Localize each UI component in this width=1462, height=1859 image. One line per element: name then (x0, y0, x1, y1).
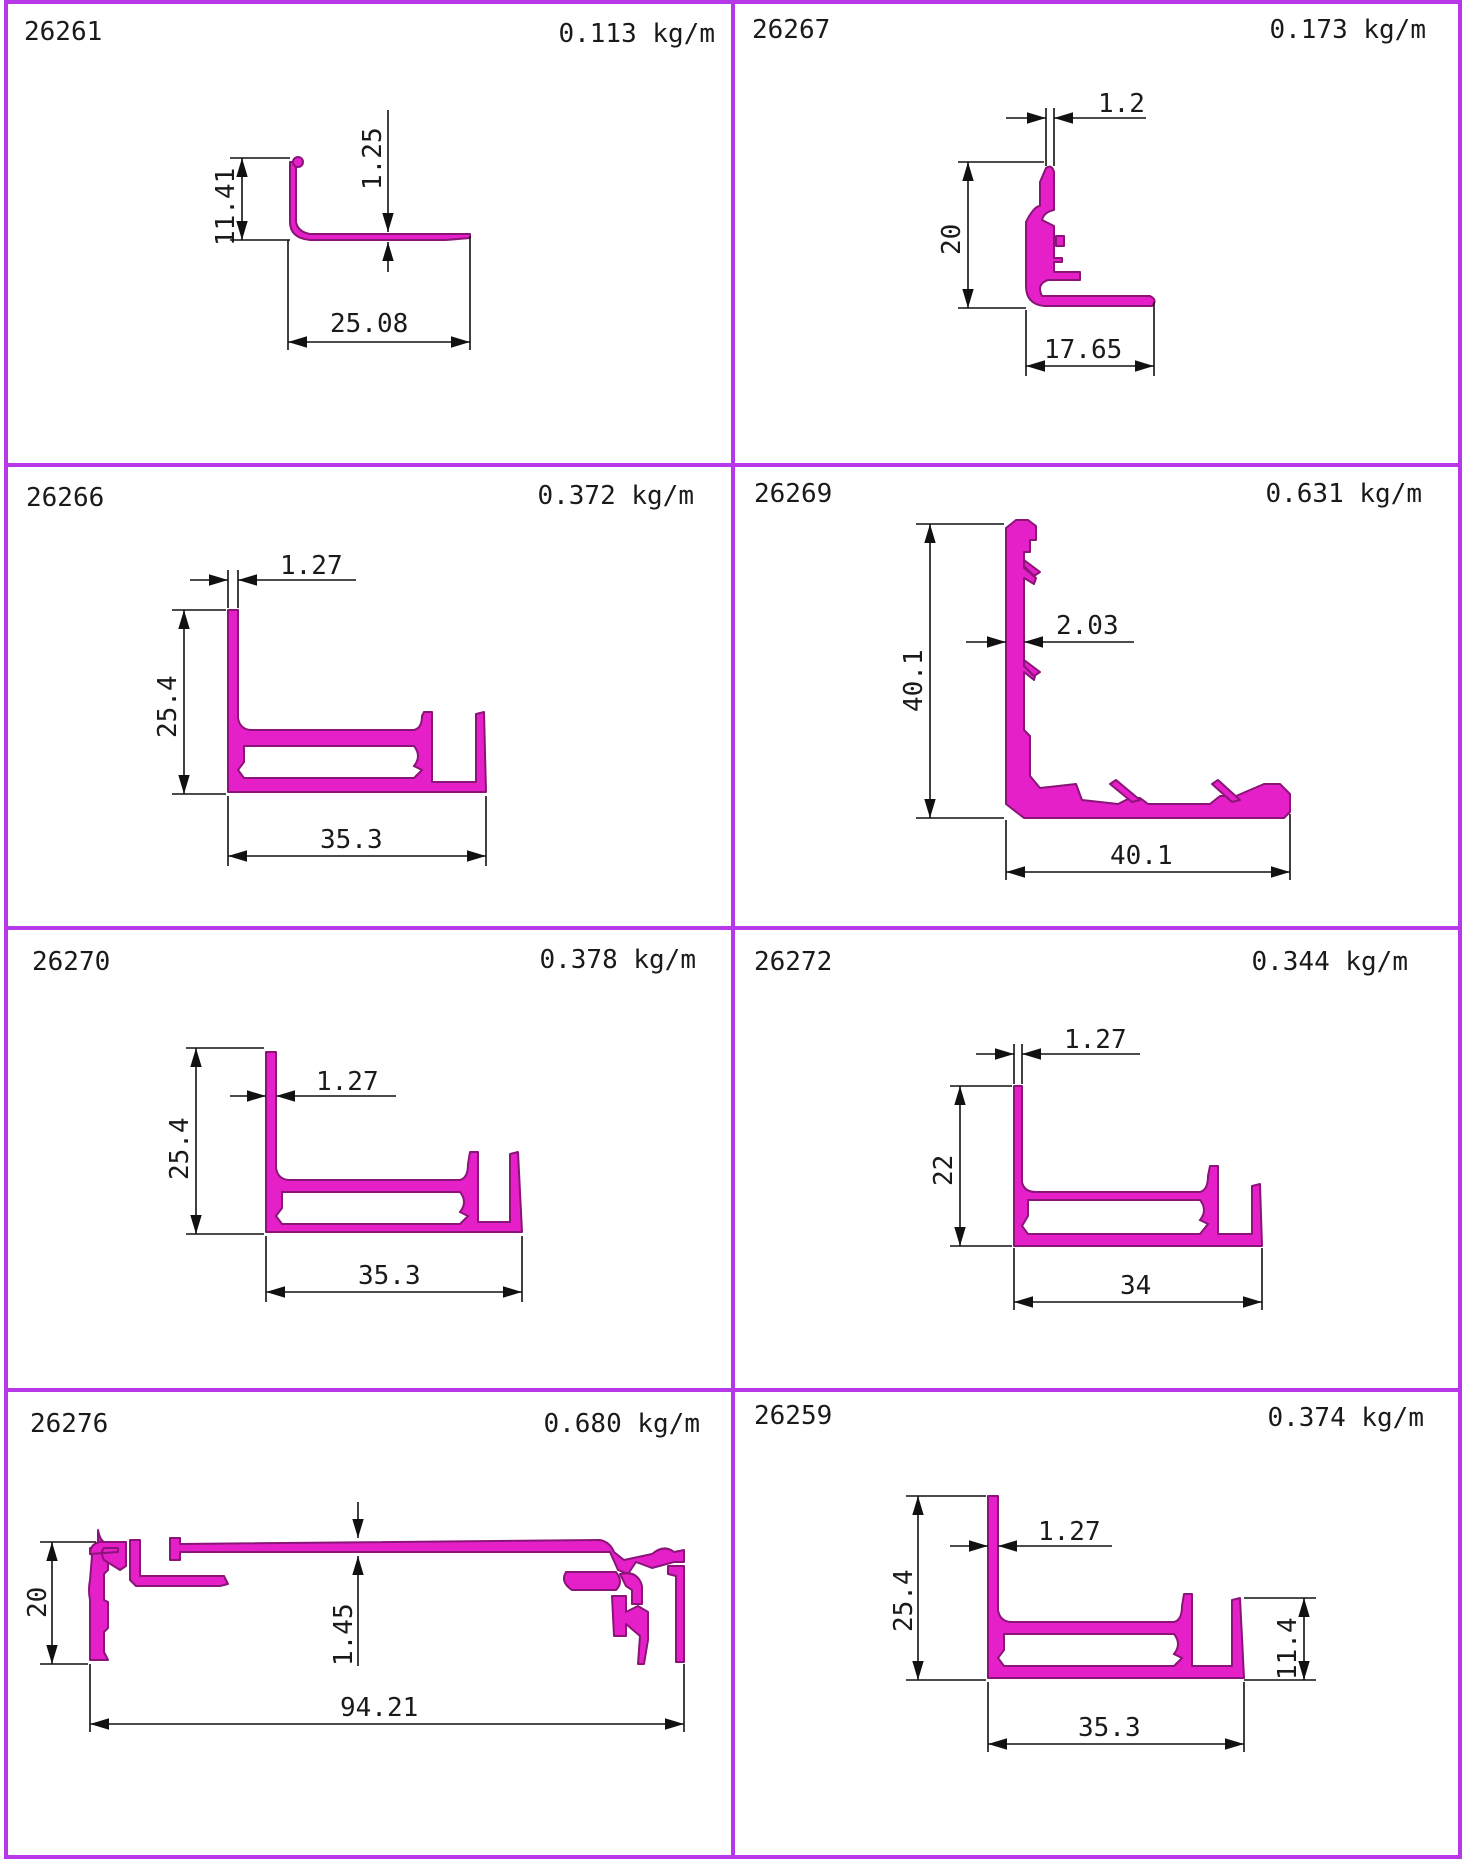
dimension-label: 35.3 (358, 1261, 421, 1291)
profile-weight: 0.631 kg/m (1265, 479, 1422, 509)
dimension-label: 25.4 (889, 1569, 919, 1632)
dimension-label: 34 (1120, 1271, 1151, 1301)
profile-code: 26266 (26, 483, 104, 513)
dimension-label: 11.41 (211, 168, 241, 246)
dimension-label: 1.27 (1038, 1517, 1101, 1547)
profile-weight: 0.680 kg/m (543, 1409, 700, 1439)
profile-code: 26267 (752, 15, 830, 45)
profile-code: 26272 (754, 947, 832, 977)
profile-weight: 0.344 kg/m (1251, 947, 1408, 977)
profile-section-drawing (1005, 519, 1291, 819)
profile-code: 26259 (754, 1401, 832, 1431)
dimension-lines (230, 110, 471, 350)
dimension-label: 1.25 (358, 127, 388, 190)
dimension-label: 94.21 (340, 1693, 418, 1723)
dimension-lines (172, 570, 487, 866)
profile-cell-26259: 26259 0.374 kg/m 25.4 1.27 11.4 35.3 (754, 1401, 1424, 1752)
dimension-label: 1.27 (316, 1067, 379, 1097)
profile-section-drawing (987, 1495, 1245, 1679)
catalog-grid (4, 0, 1462, 1859)
profile-section-drawing (88, 1529, 685, 1665)
dimension-label: 17.65 (1044, 335, 1122, 365)
profile-cell-26272: 26272 0.344 kg/m 1.27 22 34 (754, 947, 1408, 1310)
dimension-label: 40.1 (1110, 841, 1173, 871)
dimension-lines (40, 1502, 685, 1732)
profile-cell-26269: 26269 0.631 kg/m 40.1 2.03 40.1 (754, 479, 1422, 880)
profile-code: 26270 (32, 947, 110, 977)
dimension-label: 25.4 (153, 675, 183, 738)
dimension-label: 22 (929, 1155, 959, 1186)
profile-weight: 0.378 kg/m (539, 945, 696, 975)
dimension-label: 20 (23, 1587, 53, 1618)
dimension-label: 40.1 (899, 649, 929, 712)
dimension-label: 1.45 (329, 1603, 359, 1666)
profile-section-drawing (227, 609, 487, 793)
profile-weight: 0.113 kg/m (558, 19, 715, 49)
dimension-label: 11.4 (1273, 1617, 1303, 1680)
profile-cell-26276: 26276 0.680 kg/m 20 1.45 94.21 (23, 1409, 700, 1732)
dimension-lines (906, 1495, 1316, 1752)
profile-cell-26267: 26267 0.173 kg/m 1.2 20 17.65 (752, 15, 1426, 376)
dimension-lines (186, 1047, 523, 1302)
profile-code: 26261 (24, 17, 102, 47)
profile-section-drawing (265, 1051, 523, 1233)
dimension-lines (950, 1044, 1263, 1310)
dimension-label: 1.2 (1098, 89, 1145, 119)
profile-section-drawing (1013, 1085, 1263, 1247)
dimension-label: 25.4 (165, 1117, 195, 1180)
profile-weight: 0.173 kg/m (1269, 15, 1426, 45)
dimension-lines (958, 108, 1155, 376)
dimension-label: 1.27 (280, 551, 343, 581)
profile-section-drawing (1025, 165, 1156, 307)
dimension-lines (916, 523, 1291, 880)
dimension-label: 25.08 (330, 309, 408, 339)
dimension-label: 20 (937, 224, 967, 255)
profile-code: 26276 (30, 1409, 108, 1439)
dimension-label: 2.03 (1056, 611, 1119, 641)
profile-code: 26269 (754, 479, 832, 509)
profile-cell-26270: 26270 0.378 kg/m 25.4 1.27 35.3 (32, 945, 696, 1302)
profile-cell-26261: 26261 0.113 kg/m 1.25 11.41 25.08 (24, 17, 715, 350)
dimension-label: 35.3 (1078, 1713, 1141, 1743)
profile-weight: 0.374 kg/m (1267, 1403, 1424, 1433)
profile-cell-26266: 26266 0.372 kg/m 1.27 25.4 35.3 (26, 481, 694, 866)
dimension-label: 1.27 (1064, 1025, 1127, 1055)
profile-weight: 0.372 kg/m (537, 481, 694, 511)
dimension-label: 35.3 (320, 825, 383, 855)
